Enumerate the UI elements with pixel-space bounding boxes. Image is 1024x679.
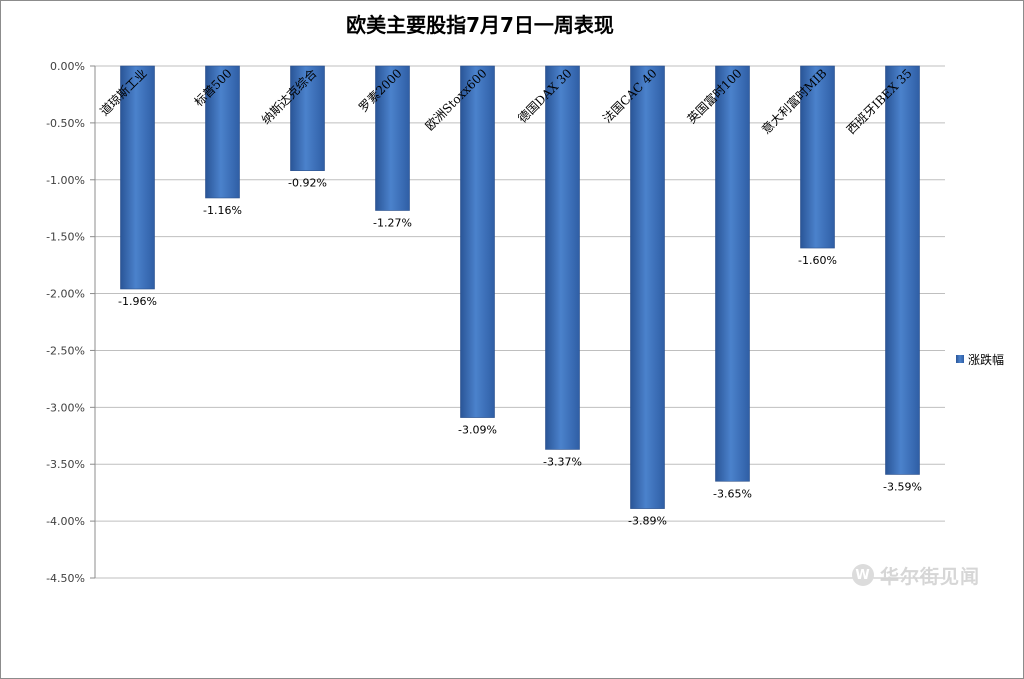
legend: 涨跌幅 bbox=[956, 352, 1004, 367]
y-axis: 0.00% -0.50% -1.00% -1.50% -2.00% -2.50% -3.00… bbox=[46, 60, 96, 585]
y-tick-label: -0.50% bbox=[46, 117, 85, 130]
watermark: W 华尔街见闻 bbox=[852, 561, 980, 589]
value-labels: -1.96% -1.16% -0.92% -1.27% -3.09% -3.37% -3.8… bbox=[118, 177, 922, 528]
bars bbox=[120, 65, 920, 509]
bar bbox=[800, 65, 835, 249]
legend-label: 涨跌幅 bbox=[968, 352, 1004, 367]
value-label: -0.92% bbox=[288, 177, 327, 190]
bar bbox=[375, 65, 410, 211]
legend-swatch bbox=[956, 355, 964, 363]
y-tick-label: -4.50% bbox=[46, 572, 85, 585]
value-label: -3.09% bbox=[458, 424, 497, 437]
value-label: -3.65% bbox=[713, 487, 752, 500]
value-label: -1.60% bbox=[798, 254, 837, 267]
value-label: -3.37% bbox=[543, 455, 582, 468]
bar bbox=[885, 65, 920, 475]
bar bbox=[205, 65, 240, 199]
value-label: -3.59% bbox=[883, 480, 922, 493]
value-label: -3.89% bbox=[628, 515, 667, 528]
y-tick-label: -3.00% bbox=[46, 401, 85, 414]
watermark-text: 华尔街见闻 bbox=[880, 565, 981, 588]
y-tick-label: -1.50% bbox=[46, 231, 85, 244]
value-label: -1.96% bbox=[118, 295, 157, 308]
bar bbox=[545, 65, 580, 450]
y-tick-label: -3.50% bbox=[46, 458, 85, 471]
y-tick-label: -2.00% bbox=[46, 288, 85, 301]
bar bbox=[460, 65, 495, 418]
bar bbox=[630, 65, 665, 509]
value-label: -1.27% bbox=[373, 216, 412, 229]
bar bbox=[120, 65, 155, 290]
y-tick-label: -1.00% bbox=[46, 174, 85, 187]
bar bbox=[290, 65, 325, 171]
y-tick-label: 0.00% bbox=[50, 60, 85, 73]
w-logo-icon: W bbox=[852, 564, 874, 586]
y-tick-label: -4.00% bbox=[46, 515, 85, 528]
bar bbox=[715, 65, 750, 482]
chart-title: 欧美主要股指7月7日一周表现 bbox=[346, 13, 614, 37]
y-tick-label: -2.50% bbox=[46, 344, 85, 357]
value-label: -1.16% bbox=[203, 204, 242, 217]
